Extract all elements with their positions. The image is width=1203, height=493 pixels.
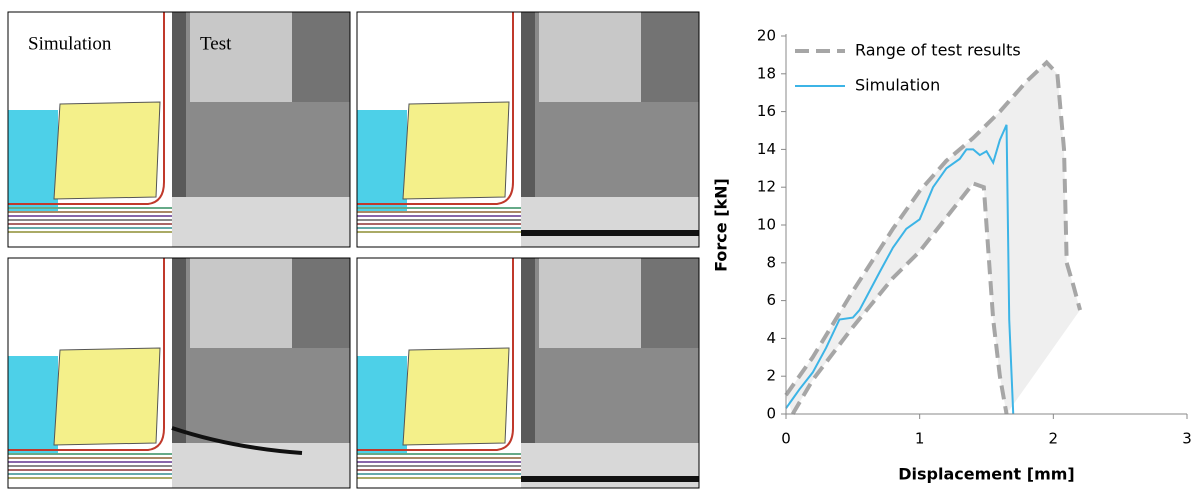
photo-crack — [521, 230, 699, 236]
y-axis-label: Force [kN] — [712, 178, 731, 272]
photo-shadow — [641, 12, 699, 102]
photo-bottom — [521, 197, 699, 247]
cyan-part — [8, 110, 58, 212]
y-tick-label: 0 — [766, 405, 776, 423]
panel-label: Simulation — [28, 33, 112, 54]
y-tick-label: 2 — [766, 367, 776, 385]
x-tick-label: 3 — [1182, 430, 1192, 448]
legend-label: Simulation — [855, 76, 940, 95]
photo-shadow — [292, 258, 350, 348]
y-tick-label: 10 — [757, 216, 776, 234]
panel-label: Test — [200, 33, 232, 54]
image-panel — [357, 12, 699, 247]
photo-bottom — [172, 197, 350, 247]
cyan-part — [8, 356, 58, 453]
photo-shadow — [292, 12, 350, 102]
y-tick-label: 4 — [766, 329, 776, 347]
image-panel — [357, 258, 699, 488]
yellow-part — [403, 348, 509, 445]
y-tick-label: 12 — [757, 178, 776, 196]
x-axis-label: Displacement [mm] — [898, 465, 1074, 484]
y-tick-label: 20 — [757, 27, 776, 45]
x-tick-label: 2 — [1049, 430, 1059, 448]
cyan-part — [357, 110, 407, 212]
legend-label: Range of test results — [855, 41, 1021, 60]
yellow-part — [54, 102, 160, 199]
y-tick-label: 16 — [757, 102, 776, 120]
yellow-part — [403, 102, 509, 199]
range-fill — [786, 62, 1080, 414]
photo-crack — [521, 476, 699, 482]
y-tick-label: 18 — [757, 64, 776, 82]
photo-shadow — [641, 258, 699, 348]
image-panel — [8, 258, 350, 488]
cyan-part — [357, 356, 407, 453]
figure: SimulationTest024681012141618200123Range… — [0, 0, 1203, 489]
x-tick-label: 1 — [915, 430, 925, 448]
y-tick-label: 14 — [757, 140, 776, 158]
yellow-part — [54, 348, 160, 445]
x-tick-label: 0 — [781, 430, 791, 448]
y-tick-label: 8 — [766, 253, 776, 271]
page: {"panel_labels": {"simulation": "Simulat… — [0, 0, 1203, 489]
y-tick-label: 6 — [766, 291, 776, 309]
